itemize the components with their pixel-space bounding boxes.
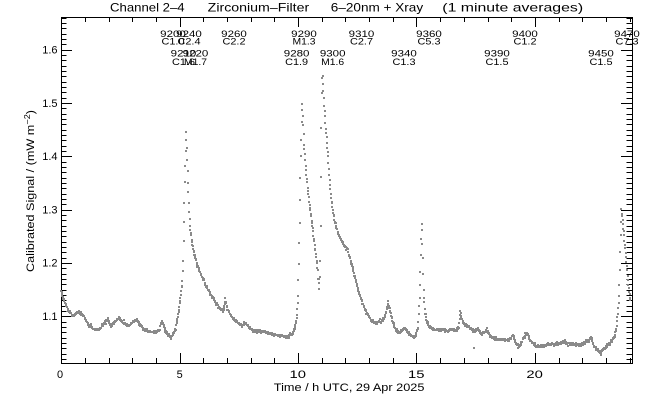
svg-text:C1.3: C1.3 — [393, 57, 416, 67]
svg-text:C1.0: C1.0 — [162, 37, 185, 47]
svg-text:10: 10 — [290, 369, 307, 381]
svg-text:C7.3: C7.3 — [616, 37, 639, 47]
svg-text:C5.3: C5.3 — [418, 37, 441, 47]
svg-text:C1.5: C1.5 — [486, 57, 509, 67]
svg-text:Channel 2–4: Channel 2–4 — [110, 1, 185, 15]
svg-text:6–20nm + Xray: 6–20nm + Xray — [331, 1, 423, 15]
svg-text:C2.2: C2.2 — [223, 37, 246, 47]
svg-text:C1.9: C1.9 — [285, 57, 308, 67]
svg-text:0: 0 — [57, 369, 63, 381]
svg-text:C1.2: C1.2 — [514, 37, 537, 47]
svg-text:M1.7: M1.7 — [184, 57, 207, 67]
svg-text:9220: 9220 — [183, 49, 209, 59]
svg-text:C1.5: C1.5 — [590, 57, 613, 67]
svg-text:15: 15 — [408, 369, 425, 381]
svg-text:1.6: 1.6 — [42, 45, 57, 57]
svg-text:9390: 9390 — [484, 49, 510, 59]
svg-text:9290: 9290 — [291, 29, 317, 39]
svg-text:1.5: 1.5 — [42, 98, 57, 110]
svg-text:9450: 9450 — [588, 49, 614, 59]
svg-text:(1 minute averages): (1 minute averages) — [442, 1, 583, 15]
svg-text:9200: 9200 — [160, 29, 186, 39]
svg-text:9210: 9210 — [171, 49, 197, 59]
svg-text:Zirconium–Filter: Zirconium–Filter — [208, 1, 310, 15]
svg-text:M1.6: M1.6 — [321, 57, 344, 67]
svg-text:9400: 9400 — [512, 29, 538, 39]
svg-text:9340: 9340 — [391, 49, 417, 59]
svg-text:9260: 9260 — [221, 29, 247, 39]
svg-text:C1.6: C1.6 — [172, 57, 195, 67]
svg-text:1.4: 1.4 — [42, 151, 57, 163]
svg-text:C2.4: C2.4 — [178, 37, 201, 47]
svg-text:9310: 9310 — [349, 29, 375, 39]
svg-text:9280: 9280 — [284, 49, 310, 59]
svg-text:9470: 9470 — [614, 29, 640, 39]
svg-text:9360: 9360 — [416, 29, 442, 39]
svg-text:C2.7: C2.7 — [350, 37, 373, 47]
svg-text:Time / h UTC, 29 Apr 2025: Time / h UTC, 29 Apr 2025 — [274, 382, 425, 394]
svg-text:9300: 9300 — [320, 49, 346, 59]
svg-text:20: 20 — [526, 369, 543, 381]
svg-text:1.3: 1.3 — [42, 204, 57, 216]
svg-text:1.2: 1.2 — [42, 258, 57, 270]
svg-text:M1.3: M1.3 — [293, 37, 316, 47]
svg-text:9240: 9240 — [176, 29, 202, 39]
svg-text:Calibrated Signal / (mW m−2): Calibrated Signal / (mW m−2) — [23, 110, 37, 272]
svg-text:5: 5 — [177, 369, 183, 381]
svg-text:1.1: 1.1 — [42, 311, 57, 323]
